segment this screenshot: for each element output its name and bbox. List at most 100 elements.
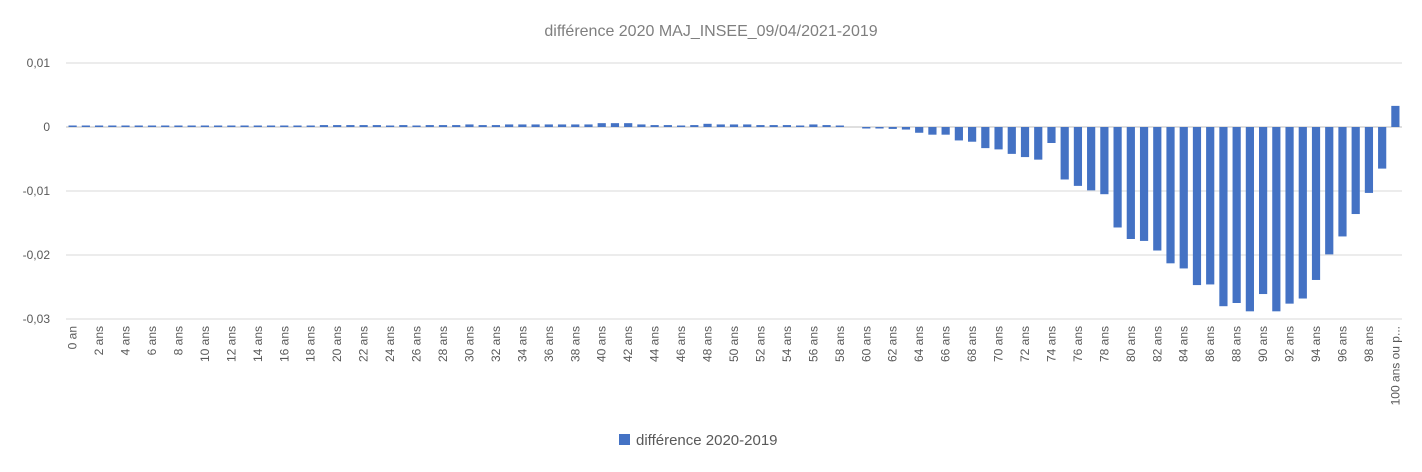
y-tick-label: -0,02 bbox=[23, 248, 51, 262]
legend: différence 2020-2019 bbox=[619, 432, 778, 449]
bar bbox=[729, 124, 739, 127]
x-tick-label: 92 ans bbox=[1283, 326, 1297, 362]
bar bbox=[1219, 127, 1228, 307]
bar bbox=[954, 127, 963, 141]
bar bbox=[174, 125, 183, 127]
x-tick-label: 8 ans bbox=[171, 326, 185, 355]
x-tick-label: 30 ans bbox=[462, 326, 476, 362]
bar bbox=[1364, 127, 1374, 193]
bar bbox=[1020, 127, 1030, 158]
bar bbox=[835, 125, 844, 127]
bar bbox=[901, 127, 911, 130]
x-axis-ticks: 0 an 2 ans 4 ans 6 ans 8 ans 10 ans 12 ans 14 a… bbox=[66, 326, 1403, 405]
bar bbox=[399, 125, 408, 127]
bar bbox=[1047, 127, 1056, 143]
bar bbox=[1325, 127, 1334, 255]
bar bbox=[1007, 127, 1016, 154]
bar bbox=[465, 124, 474, 127]
bar bbox=[1192, 127, 1202, 286]
bar bbox=[240, 125, 249, 127]
bar bbox=[121, 125, 130, 127]
bar bbox=[1338, 127, 1347, 237]
x-tick-label: 18 ans bbox=[304, 326, 318, 362]
bar bbox=[557, 124, 567, 127]
bar bbox=[293, 125, 302, 127]
x-tick-label: 58 ans bbox=[833, 326, 847, 362]
bar bbox=[505, 124, 514, 127]
bar bbox=[862, 127, 871, 129]
bar bbox=[68, 125, 77, 127]
x-tick-label: 40 ans bbox=[595, 326, 609, 362]
bar bbox=[94, 125, 104, 127]
bar bbox=[385, 125, 395, 127]
bar bbox=[796, 125, 805, 127]
bar bbox=[875, 127, 884, 129]
x-tick-label: 32 ans bbox=[489, 326, 503, 362]
x-tick-label: 16 ans bbox=[277, 326, 291, 362]
bar bbox=[584, 124, 593, 127]
x-tick-label: 66 ans bbox=[939, 326, 953, 362]
x-tick-label: 78 ans bbox=[1097, 326, 1111, 362]
x-tick-label: 56 ans bbox=[806, 326, 820, 362]
x-tick-label: 20 ans bbox=[330, 326, 344, 362]
y-axis-ticks: 0,01 0 -0,01 -0,02 -0,03 bbox=[23, 56, 51, 326]
bar bbox=[452, 125, 461, 127]
x-tick-label: 46 ans bbox=[674, 326, 688, 362]
bar bbox=[1206, 127, 1215, 285]
bars bbox=[68, 105, 1400, 312]
x-tick-label: 50 ans bbox=[727, 326, 741, 362]
bar bbox=[531, 124, 540, 127]
bar bbox=[346, 125, 355, 127]
x-tick-label: 82 ans bbox=[1150, 326, 1164, 362]
bar bbox=[1166, 127, 1175, 264]
x-tick-label: 70 ans bbox=[992, 326, 1006, 362]
bar bbox=[518, 124, 527, 127]
bar bbox=[928, 127, 937, 135]
bar bbox=[1139, 127, 1149, 241]
x-tick-label: 94 ans bbox=[1309, 326, 1323, 362]
x-tick-label: 34 ans bbox=[515, 326, 529, 362]
x-tick-label: 44 ans bbox=[648, 326, 662, 362]
bar bbox=[1272, 127, 1281, 312]
bar bbox=[676, 125, 686, 127]
bar bbox=[253, 125, 262, 127]
bar bbox=[610, 123, 620, 127]
bar bbox=[81, 125, 90, 127]
x-tick-label: 28 ans bbox=[436, 326, 450, 362]
x-tick-label: 52 ans bbox=[753, 326, 767, 362]
x-tick-label: 62 ans bbox=[886, 326, 900, 362]
x-tick-label: 48 ans bbox=[701, 326, 715, 362]
bar bbox=[1298, 127, 1307, 299]
x-tick-label: 42 ans bbox=[621, 326, 635, 362]
bar bbox=[1073, 127, 1083, 186]
bar bbox=[822, 125, 831, 127]
bar bbox=[478, 125, 487, 127]
bar bbox=[597, 123, 606, 127]
bar bbox=[1378, 127, 1387, 169]
bar bbox=[333, 125, 342, 127]
bar bbox=[571, 124, 580, 127]
legend-swatch bbox=[619, 434, 630, 445]
x-tick-label: 90 ans bbox=[1256, 326, 1270, 362]
x-tick-label: 54 ans bbox=[780, 326, 794, 362]
bar bbox=[981, 127, 990, 149]
x-tick-label: 22 ans bbox=[357, 326, 371, 362]
bar bbox=[1100, 127, 1109, 195]
bar bbox=[306, 125, 315, 127]
y-tick-label: -0,01 bbox=[23, 184, 51, 198]
bar bbox=[161, 125, 170, 127]
bar bbox=[994, 127, 1003, 150]
x-tick-label: 76 ans bbox=[1071, 326, 1085, 362]
x-tick-label: 60 ans bbox=[859, 326, 873, 362]
bar bbox=[134, 125, 143, 127]
x-tick-label: 74 ans bbox=[1044, 326, 1058, 362]
x-tick-label: 72 ans bbox=[1018, 326, 1032, 362]
bar bbox=[438, 125, 448, 127]
y-tick-label: 0,01 bbox=[27, 56, 51, 70]
bar bbox=[1391, 105, 1400, 127]
bar bbox=[187, 125, 196, 127]
x-tick-label: 100 ans ou p... bbox=[1388, 326, 1402, 405]
x-tick-label: 84 ans bbox=[1177, 326, 1191, 362]
